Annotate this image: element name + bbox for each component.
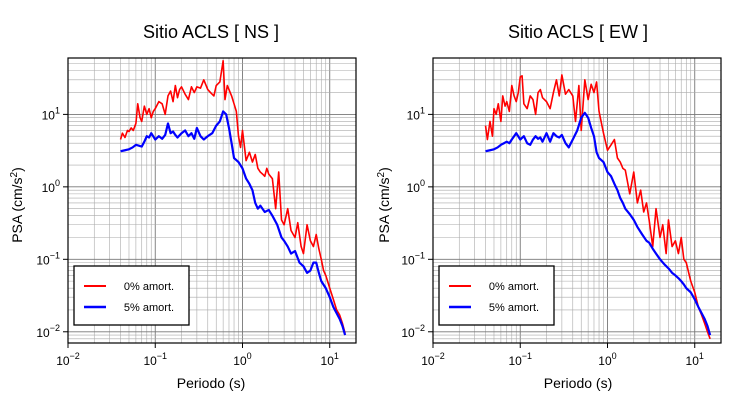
x-tick-label: 101 (686, 351, 704, 368)
plot-frame (67, 57, 357, 344)
y-tick-label: 10−2 (36, 323, 60, 340)
y-axis-label: PSA (cm/s2) (9, 167, 25, 243)
plot-area: 10−2 10−1 100 101 10−2 10−1 100 101 0% amort. 5% … (36, 57, 357, 368)
chart-title: Sitio ACLS [ NS ] (143, 22, 279, 42)
y-tick-label: 101 (407, 105, 425, 122)
x-tick-label: 100 (233, 351, 251, 368)
y-axis-label: PSA (cm/s2) (376, 167, 392, 243)
legend-box (438, 265, 555, 326)
legend-label: 0% amort. (124, 281, 174, 293)
y-tick-label: 100 (42, 178, 60, 195)
y-tick-label: 10−1 (401, 250, 425, 267)
y-tick-label: 100 (407, 178, 425, 195)
x-tick-label: 10−2 (421, 351, 445, 368)
x-axis-label: Periodo (s) (177, 375, 245, 391)
chart-panel-ew: Sitio ACLS [ EW ] PSA (cm/s2) Periodo (s… (376, 22, 722, 391)
y-tick-label: 10−1 (36, 250, 60, 267)
legend-label: 5% amort. (489, 302, 539, 314)
series-line (120, 110, 347, 336)
x-tick-label: 10−1 (143, 351, 167, 368)
legend-label: 0% amort. (489, 281, 539, 293)
x-axis-label: Periodo (s) (544, 375, 612, 391)
x-tick-label: 10−1 (508, 351, 532, 368)
legend: 0% amort. 5% amort. (73, 265, 190, 326)
legend-label: 5% amort. (124, 302, 174, 314)
plot-area: 10−2 10−1 100 101 10−2 10−1 100 101 0% amort. 5% … (401, 57, 722, 368)
legend: 0% amort. 5% amort. (438, 265, 555, 326)
chart-title: Sitio ACLS [ EW ] (508, 22, 648, 42)
legend-box (73, 265, 190, 326)
series-line (485, 111, 712, 336)
y-tick-label: 101 (42, 105, 60, 122)
x-tick-label: 100 (598, 351, 616, 368)
series-line (484, 74, 711, 340)
series-line (119, 59, 346, 334)
plot-frame (432, 57, 722, 344)
chart-panel-ns: Sitio ACLS [ NS ] PSA (cm/s2) Periodo (s… (9, 22, 357, 391)
x-tick-label: 10−2 (56, 351, 80, 368)
x-tick-label: 101 (321, 351, 339, 368)
y-tick-label: 10−2 (401, 323, 425, 340)
